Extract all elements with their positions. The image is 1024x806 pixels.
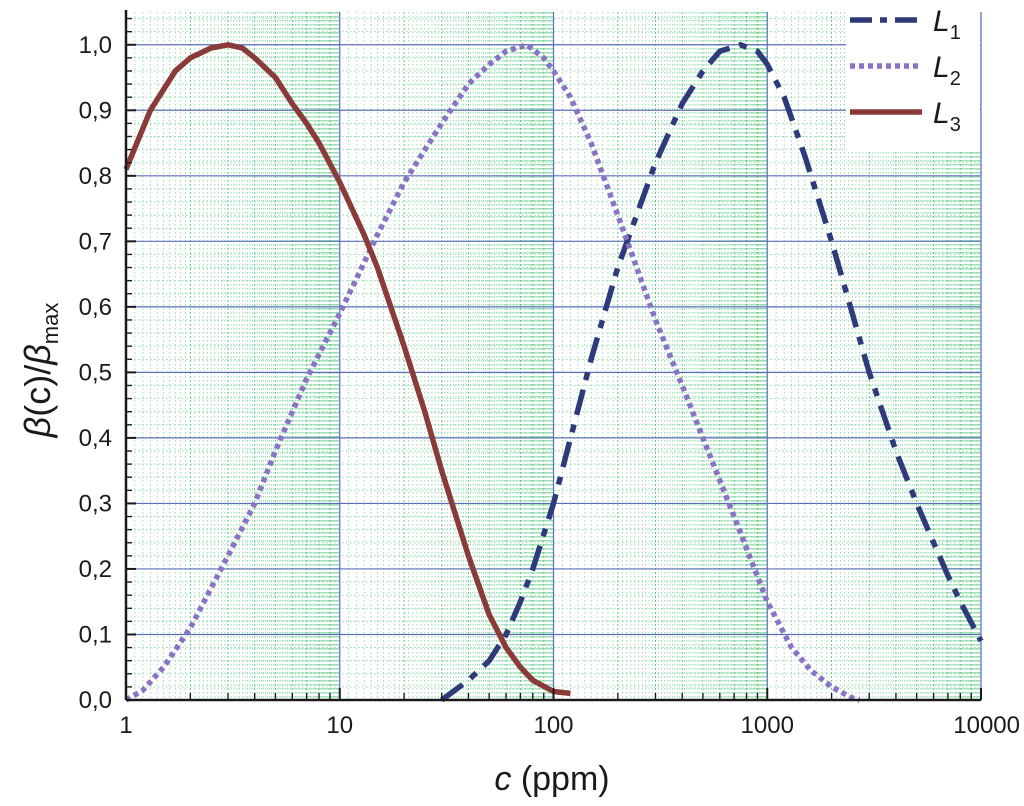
series-line-l3 [123, 42, 571, 697]
y-tick-label: 0,2 [79, 556, 112, 583]
grid [125, 12, 982, 701]
y-axis-label: β(c)/βmax [17, 303, 63, 439]
y-tick-label: 0,5 [79, 359, 112, 386]
x-tick-label: 1000 [741, 712, 794, 739]
y-tick-label: 0,9 [79, 97, 112, 124]
legend-box [846, 2, 980, 150]
x-tick-label: 10 [326, 712, 353, 739]
series-lines [123, 42, 984, 703]
tick-labels: 1 10 100 1000 10000 0,0 0,1 0,2 0,3 0,4 0,5 0,6 0,7 0… [79, 32, 1020, 739]
y-tick-label: 0,4 [79, 425, 112, 452]
x-axis-label: c (ppm) [494, 760, 609, 798]
y-tick-label: 0,3 [79, 490, 112, 517]
series-line-l2 [124, 42, 861, 703]
y-tick-label: 1,0 [79, 32, 112, 59]
y-tick-label: 0,6 [79, 294, 112, 321]
legend-label-l2: L2 [933, 51, 961, 90]
x-tick-label: 10000 [953, 712, 1020, 739]
x-tick-label: 1 [119, 712, 132, 739]
y-tick-label: 0,1 [79, 621, 112, 648]
y-tick-label: 0,0 [79, 687, 112, 714]
series-line-l1 [440, 42, 984, 703]
axes [124, 10, 982, 702]
x-tick-label: 100 [533, 712, 573, 739]
y-tick-label: 0,8 [79, 163, 112, 190]
legend-label-l1: L1 [933, 5, 961, 44]
y-tick-label: 0,7 [79, 228, 112, 255]
legend: L1 L2 L3 [846, 2, 980, 150]
legend-label-l3: L3 [933, 97, 961, 136]
